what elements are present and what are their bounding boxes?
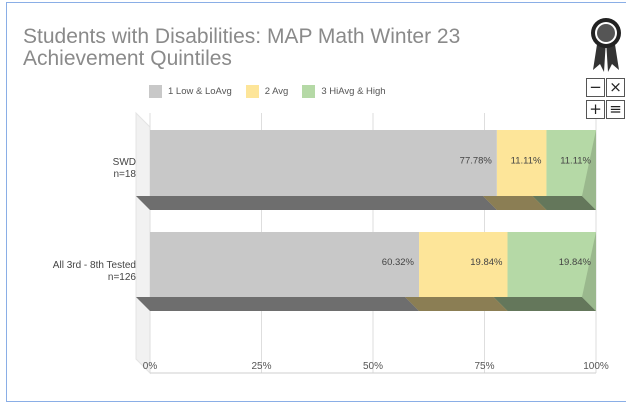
legend-item-low[interactable]: 1 Low & LoAvg <box>149 84 232 98</box>
legend-item-high[interactable]: 3 HiAvg & High <box>302 84 386 98</box>
chart-title-line-2: Achievement Quintiles <box>23 47 232 70</box>
bar-bottom-0-1 <box>482 196 547 210</box>
zoom-out-button[interactable]: − <box>586 78 605 97</box>
bar-cap-0 <box>582 130 596 210</box>
data-label-0-0: 77.78% <box>460 156 493 167</box>
legend-label-high: 3 HiAvg & High <box>321 85 386 97</box>
chart-plot: 77.78% 11.11% 11.11% 60.32% 19.84% 19.84% SWD… <box>53 111 609 375</box>
x-tick-labels: 0% 25% 50% 75% 100% <box>143 361 609 372</box>
data-label-0-1: 11.11% <box>511 156 542 167</box>
bar-bottom-1-0 <box>136 297 420 311</box>
legend-swatch-low <box>149 84 162 98</box>
legend-label-low: 1 Low & LoAvg <box>168 85 232 97</box>
plot-side-wall <box>135 111 151 375</box>
legend-swatch-high <box>302 84 316 98</box>
chart-legend: 1 Low & LoAvg 2 Avg 3 HiAvg & High <box>149 83 386 99</box>
legend-label-avg: 2 Avg <box>264 85 289 97</box>
bars <box>136 130 596 311</box>
x-tick-label-25: 25% <box>251 361 271 372</box>
category-n-1: n=126 <box>108 272 137 283</box>
data-label-1-0: 60.32% <box>382 257 415 268</box>
x-tick-label-50: 50% <box>363 361 383 372</box>
x-tick-label-0: 0% <box>143 361 158 372</box>
zoom-in-button[interactable]: + <box>586 100 605 119</box>
legend-swatch-avg <box>245 84 259 98</box>
menu-button[interactable]: ≡ <box>606 100 625 119</box>
bar-bottom-1-2 <box>493 297 596 311</box>
legend-item-avg[interactable]: 2 Avg <box>245 84 289 98</box>
bar-bottom-0-2 <box>532 196 596 210</box>
bar-cap-1 <box>582 232 596 311</box>
close-button[interactable]: × <box>606 78 625 97</box>
category-label-1: All 3rd - 8th Tested <box>53 260 136 271</box>
bar-bottom-0-0 <box>136 196 497 210</box>
zoom-controls: − × + ≡ <box>586 78 626 122</box>
data-label-0-2: 11.11% <box>560 156 591 167</box>
x-tick-label-100: 100% <box>583 361 609 372</box>
bar-bottom-1-1 <box>405 297 508 311</box>
data-labels: 77.78% 11.11% 11.11% 60.32% 19.84% 19.84% <box>382 156 592 269</box>
category-label-0: SWD <box>113 157 136 168</box>
category-n-0: n=18 <box>113 169 136 180</box>
data-label-1-2: 19.84% <box>559 257 592 268</box>
chart-title: Students with Disabilities: MAP Math Win… <box>23 26 543 70</box>
award-ribbon-icon[interactable] <box>589 16 623 74</box>
chart-title-line-1: Students with Disabilities: MAP Math Win… <box>23 25 461 48</box>
plot-back-wall <box>135 111 151 375</box>
data-label-1-1: 19.84% <box>470 257 503 268</box>
x-tick-label-75: 75% <box>474 361 494 372</box>
